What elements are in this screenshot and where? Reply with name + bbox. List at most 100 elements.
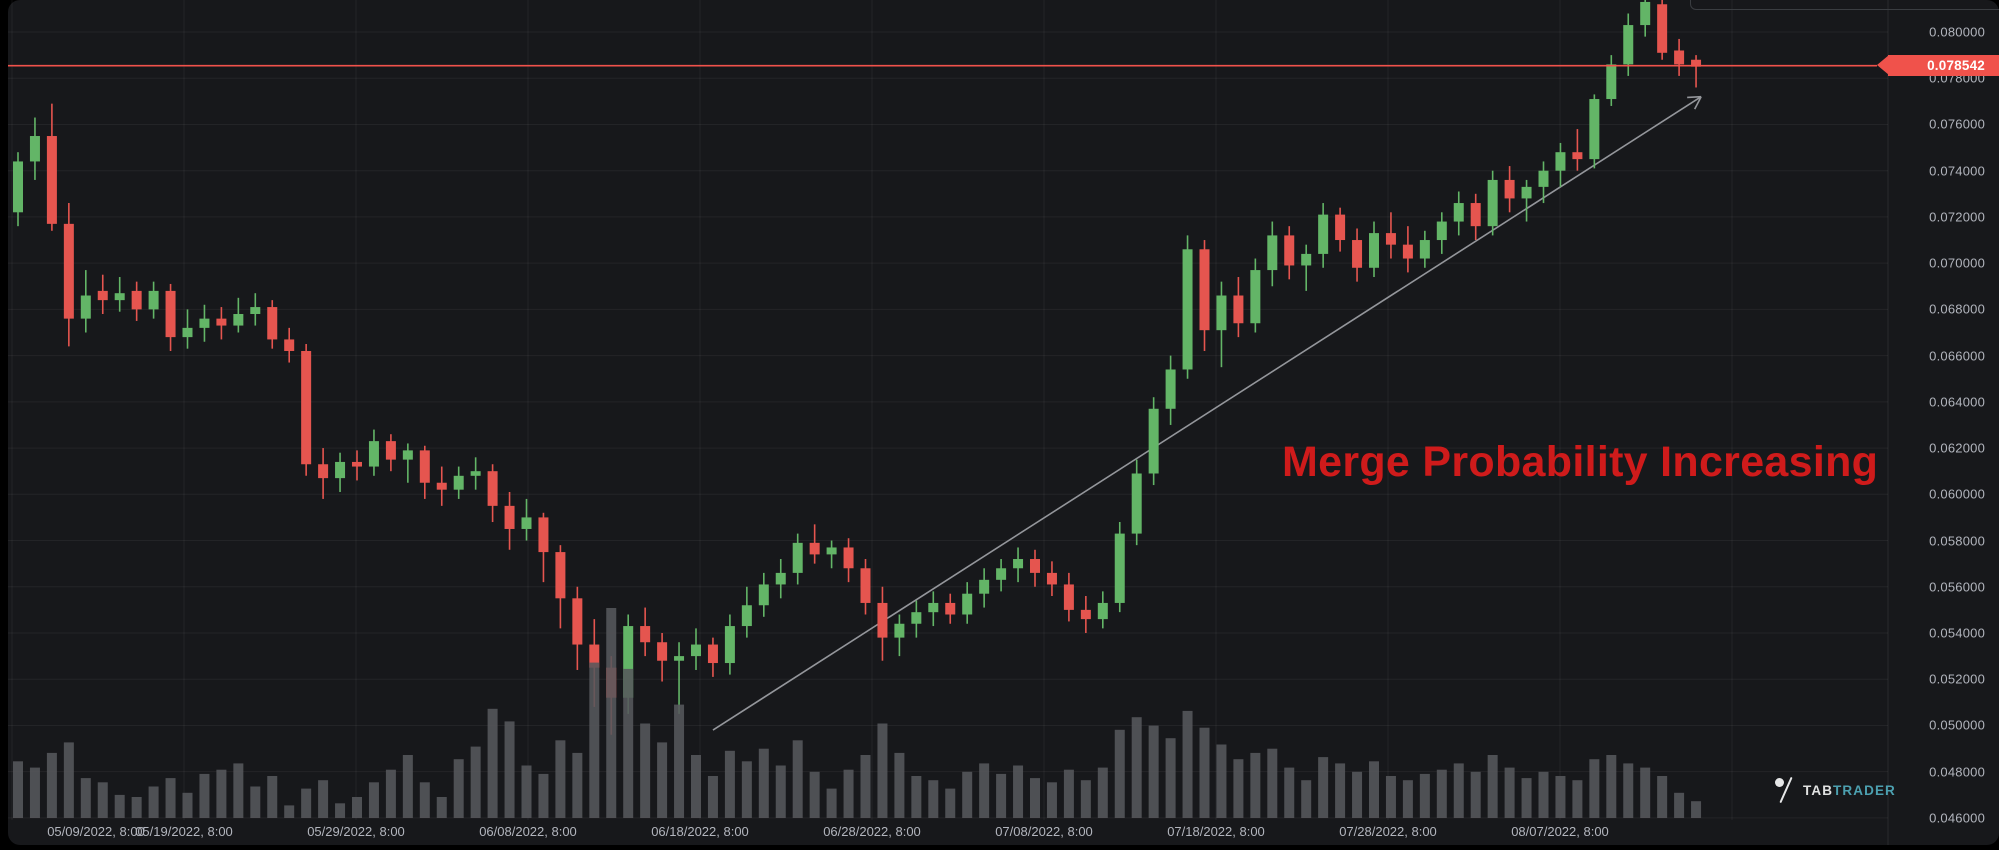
volume-bar bbox=[284, 805, 295, 818]
merge-annotation-text: Merge Probability Increasing bbox=[1282, 438, 1879, 486]
trend-arrow-head bbox=[1693, 96, 1702, 110]
volume-bar bbox=[555, 740, 566, 818]
candle-body bbox=[182, 327, 193, 338]
current-price-value: 0.078542 bbox=[1927, 58, 1985, 74]
volume-bar bbox=[996, 773, 1007, 818]
candle-body bbox=[453, 475, 464, 490]
candle-body bbox=[1284, 235, 1295, 266]
wordmark-tab: TAB bbox=[1803, 782, 1834, 798]
candle-body bbox=[1318, 214, 1329, 254]
volume-bar bbox=[1114, 729, 1125, 818]
volume-bar bbox=[894, 752, 905, 818]
candle-body bbox=[284, 339, 295, 351]
candle-body bbox=[640, 626, 651, 643]
volume-bar bbox=[470, 746, 481, 818]
candle-body bbox=[911, 612, 922, 624]
volume-bar bbox=[1352, 771, 1363, 818]
candle-body bbox=[63, 223, 74, 319]
candle-body bbox=[758, 584, 769, 606]
volume-bar bbox=[707, 776, 718, 818]
volume-bar bbox=[1250, 752, 1261, 818]
volume-bar bbox=[453, 759, 464, 818]
volume-bar bbox=[1606, 755, 1617, 818]
candle-body bbox=[148, 290, 159, 310]
candle-body bbox=[1504, 179, 1515, 199]
candle-body bbox=[301, 350, 312, 465]
candle-body bbox=[1250, 270, 1261, 324]
volume-bar bbox=[1267, 748, 1278, 818]
candle-body bbox=[114, 293, 125, 301]
candle-body bbox=[674, 656, 685, 661]
volume-bar bbox=[402, 755, 413, 818]
volume-bar bbox=[1589, 759, 1600, 818]
volume-bar bbox=[1233, 759, 1244, 818]
candle-body bbox=[97, 290, 108, 301]
volume-bar bbox=[691, 755, 701, 818]
volume-bar bbox=[1691, 801, 1702, 818]
candle-body bbox=[572, 598, 583, 645]
candle-body bbox=[80, 295, 91, 319]
candle-body bbox=[962, 593, 973, 615]
volume-bar bbox=[199, 773, 210, 818]
candle-body bbox=[29, 136, 40, 162]
volume-bar bbox=[385, 769, 396, 818]
candle-body bbox=[860, 568, 871, 603]
candle-body bbox=[657, 642, 668, 661]
candle-body bbox=[691, 644, 701, 657]
candle-body bbox=[1080, 609, 1091, 620]
volume-bar bbox=[165, 778, 176, 818]
volume-bar bbox=[504, 721, 515, 818]
candle-body bbox=[1538, 170, 1549, 187]
volume-bar bbox=[80, 778, 91, 818]
candle-body bbox=[1521, 186, 1532, 199]
volume-bar bbox=[1131, 717, 1142, 818]
candle-body bbox=[1335, 214, 1346, 241]
trend-arrow-line[interactable] bbox=[712, 96, 1702, 731]
volume-bar bbox=[623, 668, 634, 818]
volume-bar bbox=[1046, 782, 1057, 818]
candle-body bbox=[368, 441, 379, 467]
volume-bar bbox=[674, 704, 685, 818]
volume-bar bbox=[1318, 757, 1329, 818]
volume-bar bbox=[521, 765, 532, 818]
candle-body bbox=[199, 318, 210, 328]
candle-body bbox=[504, 505, 515, 529]
volume-bar bbox=[131, 797, 142, 818]
tabtrader-logo-icon bbox=[1774, 775, 1800, 805]
volume-bar bbox=[1572, 780, 1583, 818]
candle-body bbox=[1097, 602, 1108, 620]
volume-bar bbox=[724, 750, 735, 818]
candle-body bbox=[1640, 1, 1651, 26]
volume-bar bbox=[301, 788, 312, 818]
volume-bar bbox=[1097, 767, 1108, 818]
volume-bar bbox=[1402, 780, 1413, 818]
volume-bar bbox=[216, 769, 227, 818]
trend-arrow-head bbox=[1687, 95, 1702, 99]
candle-body bbox=[1148, 408, 1159, 474]
wordmark-trader: TRADER bbox=[1833, 782, 1896, 798]
volume-bar bbox=[1165, 738, 1176, 818]
candle-body bbox=[707, 644, 718, 664]
volume-bar bbox=[1657, 776, 1668, 818]
volume-bar bbox=[1369, 761, 1379, 818]
candle-body bbox=[436, 482, 447, 490]
volume-bar bbox=[63, 742, 74, 818]
candle-body bbox=[928, 602, 939, 613]
candle-body bbox=[843, 547, 854, 569]
candle-body bbox=[1572, 152, 1583, 160]
volume-bar bbox=[97, 782, 108, 818]
candle-body bbox=[1385, 233, 1396, 245]
candle-body bbox=[1470, 203, 1481, 227]
candle-body bbox=[1657, 4, 1668, 53]
volume-bar bbox=[1521, 778, 1532, 818]
candle-body bbox=[1046, 572, 1057, 585]
candle-body bbox=[352, 461, 362, 467]
volume-bar bbox=[1216, 744, 1227, 818]
floating-toolbar-edge bbox=[1690, 0, 1999, 10]
candle-body bbox=[1606, 64, 1617, 100]
candle-body bbox=[267, 307, 278, 340]
volume-bar bbox=[487, 708, 498, 818]
chart-panel bbox=[8, 0, 1999, 845]
